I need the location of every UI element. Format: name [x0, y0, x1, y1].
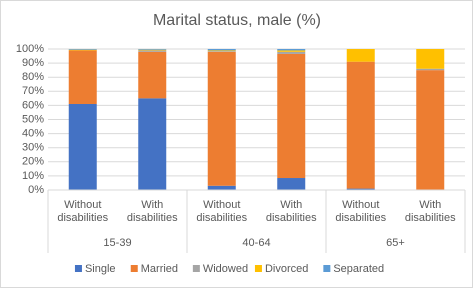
y-tick-label: 40% — [22, 128, 44, 140]
bar-segment — [346, 61, 375, 189]
bar-segment — [277, 178, 306, 190]
bar-segment — [416, 49, 445, 69]
chart-title: Marital status, male (%) — [153, 12, 321, 29]
legend-label: Divorced — [265, 263, 308, 275]
x-tick-label: Without disabilities — [196, 199, 248, 224]
bar-segment — [68, 103, 97, 190]
y-tick-label: 90% — [22, 57, 44, 69]
x-tick-label: With disabilities — [126, 199, 178, 224]
bar-segment — [68, 49, 97, 51]
bar-segment — [138, 49, 167, 51]
y-tick-label: 100% — [16, 43, 44, 55]
legend-swatch — [323, 265, 331, 272]
y-tick-label: 0% — [28, 184, 44, 196]
y-tick-label: 20% — [22, 156, 44, 168]
bar-segment — [138, 50, 167, 52]
bar-segment — [416, 70, 445, 190]
group-label: 65+ — [386, 237, 405, 249]
bar-segment — [346, 188, 375, 190]
bar-segment — [68, 49, 97, 50]
legend-label: Married — [141, 263, 178, 275]
bar-segment — [416, 68, 445, 71]
legend-label: Widowed — [203, 263, 248, 275]
bar-segment — [346, 49, 375, 62]
group-label: 40-64 — [242, 237, 270, 249]
y-tick-label: 50% — [22, 113, 44, 125]
bar-segment — [277, 50, 306, 52]
y-tick-label: 60% — [22, 99, 44, 111]
x-tick-label: With disabilities — [265, 199, 317, 224]
legend-swatch — [254, 265, 262, 272]
bar-segment — [138, 98, 167, 190]
legend-swatch — [130, 265, 138, 272]
bar-segment — [138, 51, 167, 99]
legend-label: Single — [85, 263, 116, 275]
bar-segment — [138, 49, 167, 50]
bar-segment — [277, 53, 306, 179]
bar-segment — [68, 50, 97, 104]
group-label: 15-39 — [103, 237, 131, 249]
y-tick-label: 70% — [22, 85, 44, 97]
y-tick-label: 30% — [22, 142, 44, 154]
x-tick-label: Without disabilities — [57, 199, 109, 224]
legend-label: Separated — [333, 263, 384, 275]
bar-segment — [207, 51, 236, 52]
bar-segment — [207, 49, 236, 51]
bar-segment — [207, 51, 236, 186]
bar-segment — [207, 185, 236, 190]
x-tick-label: With disabilities — [404, 199, 456, 224]
legend-swatch — [192, 265, 200, 272]
bar-segment — [277, 49, 306, 51]
bar-segment — [207, 50, 236, 52]
bar-segment — [277, 51, 306, 54]
y-tick-label: 80% — [22, 71, 44, 83]
x-tick-label: Without disabilities — [335, 199, 387, 224]
legend-swatch — [74, 265, 82, 272]
y-tick-label: 10% — [22, 170, 44, 182]
